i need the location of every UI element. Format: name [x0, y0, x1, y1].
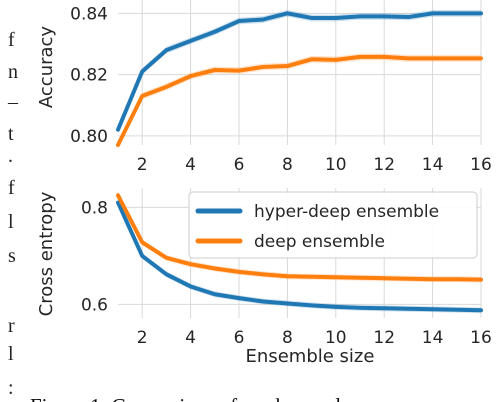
accuracy-ylabel: Accuracy — [36, 26, 57, 109]
y-tick-label: 0.80 — [70, 127, 108, 147]
side-text-fragment: : — [8, 377, 14, 399]
side-text-fragment: . — [8, 145, 13, 167]
y-tick-label: 0.8 — [81, 198, 108, 218]
series-line-hyper — [116, 11, 483, 132]
x-tick-label: 12 — [373, 155, 395, 175]
x-tick-label: 16 — [470, 155, 492, 175]
side-text-fragment: – — [7, 91, 19, 113]
series-line-hyper — [116, 200, 483, 313]
accuracy-lines — [116, 11, 483, 147]
x-tick-label: 4 — [185, 155, 196, 175]
cross-entropy-lines — [116, 193, 483, 313]
y-tick-label: 0.6 — [81, 295, 108, 315]
figure-caption: Figure 1: Comparison of our hyper-deep — [30, 394, 370, 402]
side-text-fragment: f — [8, 177, 15, 199]
x-tick-label: 4 — [185, 328, 196, 348]
accuracy-panel: 2 4 6 8 10 12 14 16 0.80 0.82 0.84 Accuracy — [36, 0, 492, 175]
x-tick-label: 8 — [282, 155, 293, 175]
x-tick-label: 2 — [137, 155, 148, 175]
series-line-deep — [116, 193, 483, 282]
y-tick-label: 0.82 — [70, 66, 108, 86]
accuracy-ticks: 2 4 6 8 10 12 14 16 0.80 0.82 0.84 — [70, 4, 492, 175]
side-text-fragment: f — [8, 29, 15, 51]
y-tick-label: 0.84 — [70, 4, 108, 24]
accuracy-grid — [118, 0, 482, 145]
cross-entropy-xlabel: Ensemble size — [246, 346, 375, 367]
series-line-deep — [116, 54, 483, 147]
x-tick-label: 16 — [470, 328, 492, 348]
side-text-fragment: l — [8, 211, 14, 233]
x-tick-label: 6 — [234, 328, 245, 348]
legend-label-hyper: hyper-deep ensemble — [254, 202, 439, 222]
side-text-fragment: t — [8, 123, 14, 145]
band-hyper — [118, 10, 481, 134]
legend: hyper-deep ensemble deep ensemble — [188, 191, 478, 259]
x-tick-label: 10 — [325, 328, 347, 348]
x-tick-label: 14 — [422, 328, 444, 348]
band-deep — [118, 53, 481, 149]
x-tick-label: 14 — [422, 155, 444, 175]
x-tick-label: 10 — [325, 155, 347, 175]
side-text-fragment: s — [8, 245, 16, 267]
x-tick-label: 8 — [282, 328, 293, 348]
side-text-fragment: n — [8, 61, 18, 83]
accuracy-bands — [118, 10, 481, 149]
legend-box — [188, 191, 478, 259]
x-tick-label: 2 — [137, 328, 148, 348]
side-text-fragment: l — [8, 343, 14, 365]
cross-entropy-ticks: 2 4 6 8 10 12 14 16 0.6 0.8 — [81, 198, 492, 348]
x-tick-label: 12 — [373, 328, 395, 348]
cross-entropy-panel: 2 4 6 8 10 12 14 16 0.6 0.8 Cross entropy Ensembl… — [36, 188, 492, 367]
legend-label-deep: deep ensemble — [254, 232, 385, 252]
side-text-fragment: r — [8, 315, 15, 337]
x-tick-label: 6 — [234, 155, 245, 175]
cross-entropy-ylabel: Cross entropy — [36, 191, 57, 316]
